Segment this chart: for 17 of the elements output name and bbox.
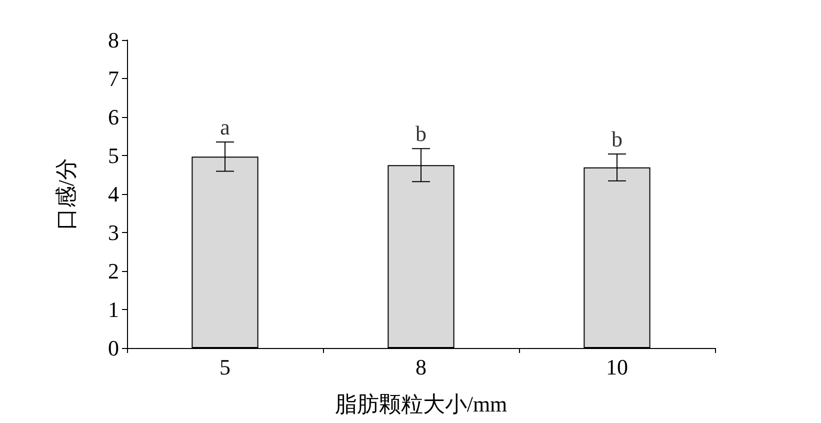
- y-tick-label: 1: [108, 297, 119, 322]
- y-tick-label: 6: [108, 104, 119, 130]
- x-tick-label: 8: [416, 354, 426, 380]
- annotation: a: [220, 114, 230, 140]
- y-tick-label: 3: [108, 220, 119, 245]
- annotation: b: [416, 121, 426, 146]
- y-tick-label: 5: [108, 143, 119, 168]
- y-tick-label: 7: [108, 66, 119, 91]
- y-tick-label: 0: [108, 336, 119, 360]
- x-tick-label: 5: [220, 354, 230, 380]
- y-axis-title: 口感/分: [54, 158, 78, 230]
- y-tick-label: 4: [108, 182, 119, 206]
- x-axis-title: 脂肪颗粒大小/mm: [334, 392, 508, 416]
- annotation: b: [612, 126, 622, 152]
- x-tick-label: 10: [606, 354, 628, 380]
- y-tick-label: 8: [108, 28, 119, 52]
- y-tick-label: 2: [108, 258, 119, 284]
